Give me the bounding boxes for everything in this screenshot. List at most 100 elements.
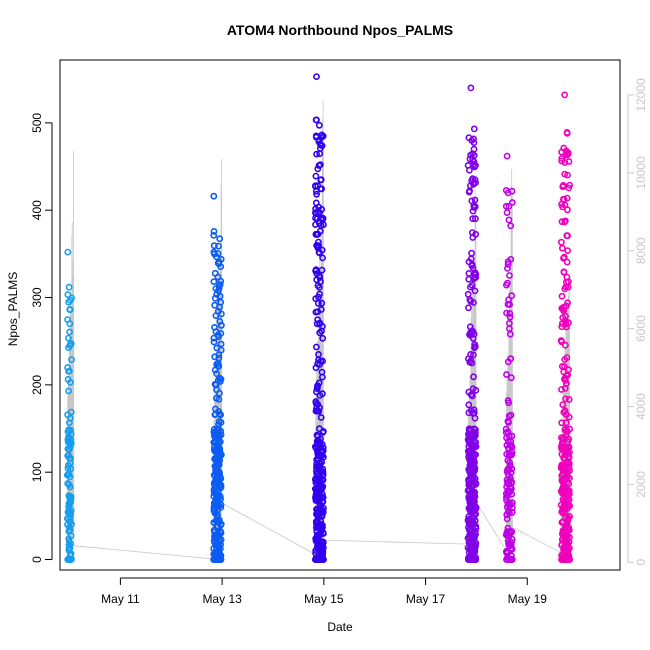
data-point [319,254,326,262]
data-point [466,507,474,515]
data-point [561,201,569,209]
data-point [503,264,511,272]
data-point [312,132,320,140]
data-point [503,515,511,523]
data-point [467,430,475,438]
data-point [217,431,225,439]
data-point [312,230,320,238]
data-point [503,309,510,317]
data-point [468,458,476,465]
data-point [565,158,573,165]
data-point [507,374,515,382]
data-point [558,218,566,226]
data-point [561,474,569,482]
data-point [64,248,72,256]
data-point [508,199,516,206]
data-point [466,283,474,291]
data-point [66,296,74,304]
data-point [210,338,218,346]
data-point [318,476,326,483]
data-point [217,298,225,306]
data-point [212,556,219,563]
data-point [211,301,219,309]
data-point [469,466,477,474]
data-point [319,482,327,490]
data-point [558,386,565,393]
data-point [563,372,570,379]
data-point [312,221,319,228]
data-point [214,511,221,518]
data-point [212,394,220,402]
data-point [507,552,515,560]
data-point [506,313,514,321]
data-point [64,375,72,383]
data-point [563,354,571,361]
y2-tick-label: 12000 [634,78,648,112]
data-point [559,489,567,497]
data-point [562,217,569,225]
y-tick-label: 200 [30,375,44,395]
data-point [64,480,72,487]
data-point [506,502,514,509]
data-point [66,414,74,422]
data-point [507,411,515,419]
data-point [215,333,222,341]
data-point [214,259,222,267]
data-point [558,519,566,526]
data-point [468,359,476,367]
data-point [65,523,73,531]
data-point [505,202,513,210]
data-point [312,518,320,525]
data-point [469,385,477,393]
data-point [467,350,474,358]
data-point [317,505,325,513]
data-point [315,272,323,279]
data-point [560,253,568,261]
data-point [564,545,572,553]
data-point [562,319,570,327]
data-point [318,185,325,193]
data-point [565,453,573,461]
data-point [559,401,567,408]
data-point [217,340,225,348]
data-point [210,192,218,200]
data-point [315,407,323,415]
y2-tick-label: 4000 [634,393,648,420]
data-point [558,419,566,427]
data-point [467,297,475,305]
data-point [565,526,572,533]
y2-tick-label: 8000 [634,237,648,264]
data-point [312,172,320,180]
data-point [318,246,326,254]
data-point [210,425,218,433]
x-tick-label: May 17 [406,592,446,606]
data-point [563,258,571,266]
y2-tick-label: 6000 [634,315,648,342]
data-point [314,238,322,246]
data-point [312,364,320,372]
data-point [465,166,473,174]
data-point [312,444,320,452]
data-point [314,538,322,546]
data-point [471,341,479,348]
x-tick-label: May 13 [202,592,242,606]
line-series [67,100,571,563]
data-point [505,216,513,224]
data-point [213,486,221,494]
data-point [313,150,320,158]
data-point [464,290,472,298]
data-point [217,536,225,544]
data-point [65,283,73,291]
data-point [504,358,512,366]
data-point [469,409,477,417]
y2-tick-label: 10000 [634,156,648,190]
data-point [67,408,75,416]
data-point [559,509,567,517]
data-point [564,247,571,254]
data-point [561,91,568,99]
data-point [213,457,220,465]
data-point [502,281,510,289]
data-point [316,227,324,235]
data-point [315,356,322,364]
data-point [216,235,224,243]
